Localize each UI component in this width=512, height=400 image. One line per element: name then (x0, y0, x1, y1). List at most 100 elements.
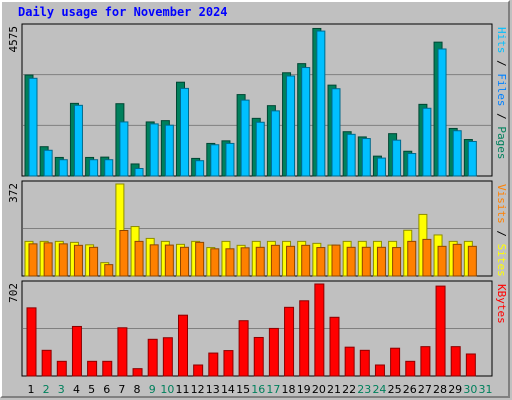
side-label-separator: / (495, 54, 508, 74)
bar-hits-4 (73, 104, 83, 177)
bar-sites-4 (73, 244, 83, 277)
bar-hits-2 (43, 149, 53, 177)
bar-hits-20 (316, 30, 326, 177)
y-max-label-panel-1: 4575 (7, 26, 20, 53)
bar-sites-2 (43, 242, 53, 277)
x-tick-label-27: 27 (418, 383, 432, 396)
bar-hits-19 (301, 67, 311, 177)
bar-hits-13 (210, 144, 220, 177)
side-label-kbytes: KBytes (495, 284, 508, 324)
side-label-sites: Sites (495, 244, 508, 277)
bar-kbytes-7 (117, 327, 128, 377)
bar-sites-23 (361, 246, 371, 277)
bar-sites-15 (240, 247, 250, 277)
bar-kbytes-20 (314, 283, 325, 377)
bar-hits-12 (195, 160, 205, 177)
bar-sites-1 (28, 243, 38, 277)
bar-sites-19 (301, 244, 311, 277)
x-tick-label-24: 24 (372, 383, 386, 396)
bar-sites-22 (346, 246, 356, 277)
x-tick-label-30: 30 (463, 383, 477, 396)
bar-kbytes-1 (26, 307, 37, 377)
x-tick-label-15: 15 (236, 383, 250, 396)
bar-hits-22 (346, 133, 356, 177)
side-label-pages: Pages (495, 126, 508, 159)
bar-kbytes-23 (359, 349, 370, 377)
bar-kbytes-21 (329, 316, 340, 377)
page-title: Daily usage for November 2024 (18, 5, 228, 19)
x-tick-label-23: 23 (357, 383, 371, 396)
bar-kbytes-26 (405, 360, 416, 377)
x-tick-label-7: 7 (118, 383, 125, 396)
bar-hits-28 (437, 48, 447, 177)
bar-hits-27 (422, 107, 432, 177)
bar-hits-11 (180, 87, 189, 177)
bar-kbytes-27 (420, 346, 431, 377)
bar-kbytes-17 (268, 327, 279, 377)
x-tick-label-5: 5 (88, 383, 95, 396)
bar-hits-8 (134, 168, 144, 177)
x-tick-label-14: 14 (221, 383, 235, 396)
bar-hits-25 (392, 139, 402, 177)
bar-sites-8 (134, 240, 144, 277)
bar-sites-28 (437, 245, 447, 277)
bar-hits-5 (89, 159, 99, 177)
x-tick-label-25: 25 (388, 383, 402, 396)
side-label-files: Files (495, 73, 508, 106)
bar-hits-17 (270, 110, 280, 177)
bar-hits-14 (225, 142, 235, 177)
x-tick-label-29: 29 (448, 383, 462, 396)
side-label-panel-2: Visits / Sites (495, 184, 508, 277)
bar-hits-15 (240, 99, 250, 177)
bar-kbytes-15 (238, 320, 249, 377)
bar-hits-3 (58, 159, 68, 177)
bar-sites-26 (407, 240, 417, 277)
x-tick-label-17: 17 (266, 383, 280, 396)
side-label-separator: / (495, 224, 508, 244)
bar-sites-6 (104, 264, 114, 277)
bar-kbytes-16 (253, 336, 264, 377)
bar-hits-21 (331, 88, 341, 177)
bar-kbytes-22 (344, 346, 355, 377)
bar-sites-21 (331, 244, 341, 277)
x-tick-label-18: 18 (282, 383, 296, 396)
bar-hits-24 (376, 157, 386, 177)
x-tick-label-20: 20 (312, 383, 326, 396)
bar-hits-6 (104, 159, 114, 177)
bar-kbytes-8 (132, 368, 143, 377)
bar-kbytes-12 (193, 364, 204, 377)
bar-sites-10 (164, 244, 174, 277)
bar-sites-25 (392, 247, 402, 277)
x-tick-label-1: 1 (28, 383, 35, 396)
bar-hits-7 (119, 121, 129, 177)
bar-sites-20 (316, 247, 326, 277)
bar-kbytes-28 (435, 285, 446, 377)
bar-kbytes-2 (41, 349, 52, 377)
x-tick-label-4: 4 (73, 383, 80, 396)
bar-kbytes-11 (178, 314, 188, 377)
bar-hits-10 (164, 124, 174, 177)
bar-kbytes-25 (390, 347, 401, 377)
bar-hits-16 (255, 121, 265, 177)
bar-kbytes-29 (450, 346, 461, 377)
bar-hits-30 (467, 140, 477, 177)
bar-kbytes-6 (102, 360, 113, 377)
x-tick-label-6: 6 (103, 383, 110, 396)
bar-kbytes-30 (465, 353, 476, 377)
bar-sites-11 (180, 246, 189, 277)
bar-hits-9 (149, 123, 159, 177)
x-tick-label-16: 16 (251, 383, 265, 396)
side-label-separator: / (495, 107, 508, 127)
bar-kbytes-4 (71, 325, 82, 377)
x-tick-label-28: 28 (433, 383, 447, 396)
x-tick-label-11: 11 (176, 383, 190, 396)
x-tick-label-26: 26 (403, 383, 417, 396)
bar-sites-17 (270, 244, 280, 277)
bar-sites-5 (89, 246, 99, 277)
bar-kbytes-19 (299, 300, 310, 377)
bar-sites-7 (119, 229, 129, 277)
side-label-panel-1: Hits / Files / Pages (495, 27, 508, 160)
x-tick-label-22: 22 (342, 383, 356, 396)
x-tick-label-10: 10 (160, 383, 174, 396)
x-tick-label-21: 21 (327, 383, 341, 396)
